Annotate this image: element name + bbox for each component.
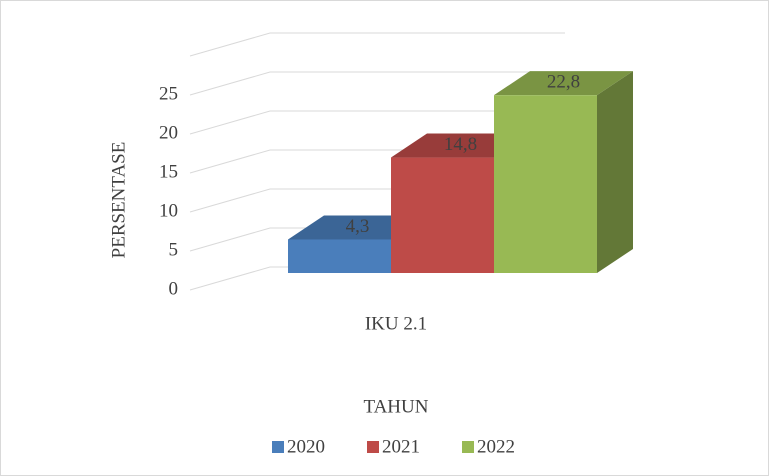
bar-side (597, 71, 633, 273)
data-label: 22,8 (547, 72, 580, 93)
legend-swatch (462, 441, 474, 453)
grid-line (189, 71, 565, 96)
bar (494, 95, 597, 273)
data-label: 14,8 (444, 134, 477, 155)
legend-label: 2020 (287, 436, 325, 457)
x-tick-label: IKU 2.1 (365, 313, 427, 334)
grid-line (189, 32, 565, 57)
legend-swatch (272, 441, 284, 453)
y-tick-label: 5 (169, 239, 179, 260)
x-axis-title: TAHUN (364, 396, 429, 417)
y-axis-title: PERSENTASE (108, 142, 129, 259)
y-tick-label: 15 (159, 161, 178, 182)
data-label: 4,3 (346, 216, 370, 237)
legend-label: 2021 (382, 436, 420, 457)
grid-line (189, 110, 565, 135)
legend-label: 2022 (477, 436, 515, 457)
y-tick-label: 0 (169, 278, 179, 299)
bar (391, 157, 494, 273)
legend-swatch (367, 441, 379, 453)
bar (288, 239, 391, 273)
y-tick-label: 10 (159, 200, 178, 221)
y-tick-label: 25 (159, 83, 178, 104)
y-tick-label: 20 (159, 122, 178, 143)
bar-top (494, 71, 633, 96)
